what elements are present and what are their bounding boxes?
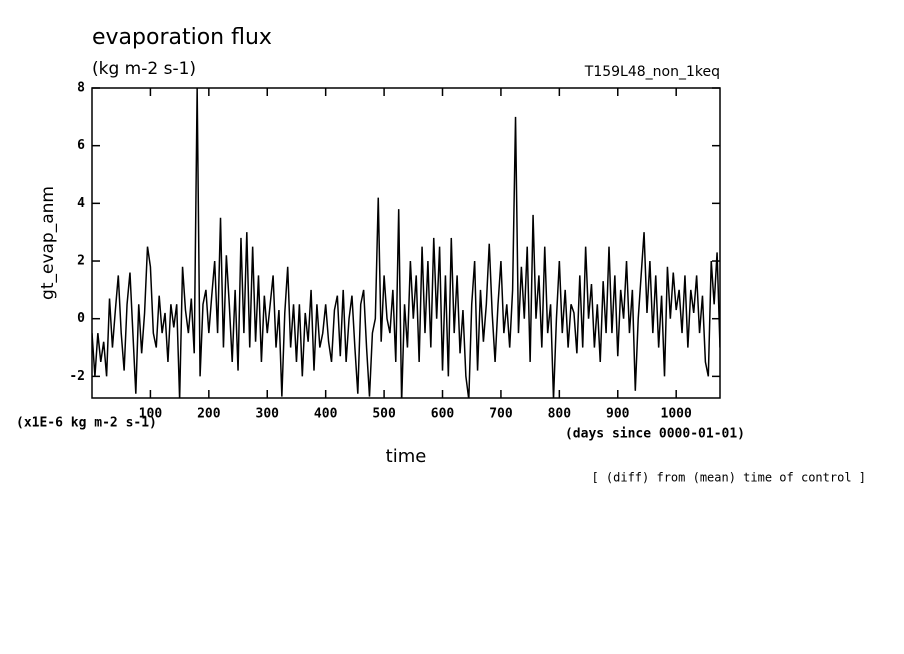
x-tick-label: 700 [489,407,513,422]
x-tick-label: 400 [314,407,338,422]
x-tick-label: 300 [256,407,280,422]
run-label: T159L48_non_1keq [584,64,720,80]
y-tick-label: 2 [77,254,85,269]
x-tick-label: 900 [606,407,630,422]
x-tick-label: 100 [139,407,163,422]
plot-frame [91,87,721,399]
y-unit: (x1E-6 kg m-2 s-1) [16,416,157,431]
chart-title: evaporation flux [92,25,272,50]
x-axis-label: time [386,446,427,467]
chart-subtitle: (kg m-2 s-1) [92,59,196,79]
y-tick-label: 0 [77,311,85,326]
data-line [92,88,720,398]
y-axis-label: gt_evap_anm [38,186,58,300]
y-tick-label: -2 [69,369,85,384]
x-tick-label: 800 [548,407,572,422]
x-tick-label: 500 [372,407,396,422]
x-tick-label: 1000 [661,407,692,422]
note: [ (diff) from (mean) time of control ] [591,471,866,485]
plot-area [92,88,720,398]
y-tick-label: 8 [77,81,85,96]
x-tick-label: 200 [197,407,221,422]
x-unit: (days since 0000-01-01) [565,427,745,442]
x-tick-label: 600 [431,407,455,422]
y-tick-label: 4 [77,196,85,211]
y-tick-label: 6 [77,138,85,153]
